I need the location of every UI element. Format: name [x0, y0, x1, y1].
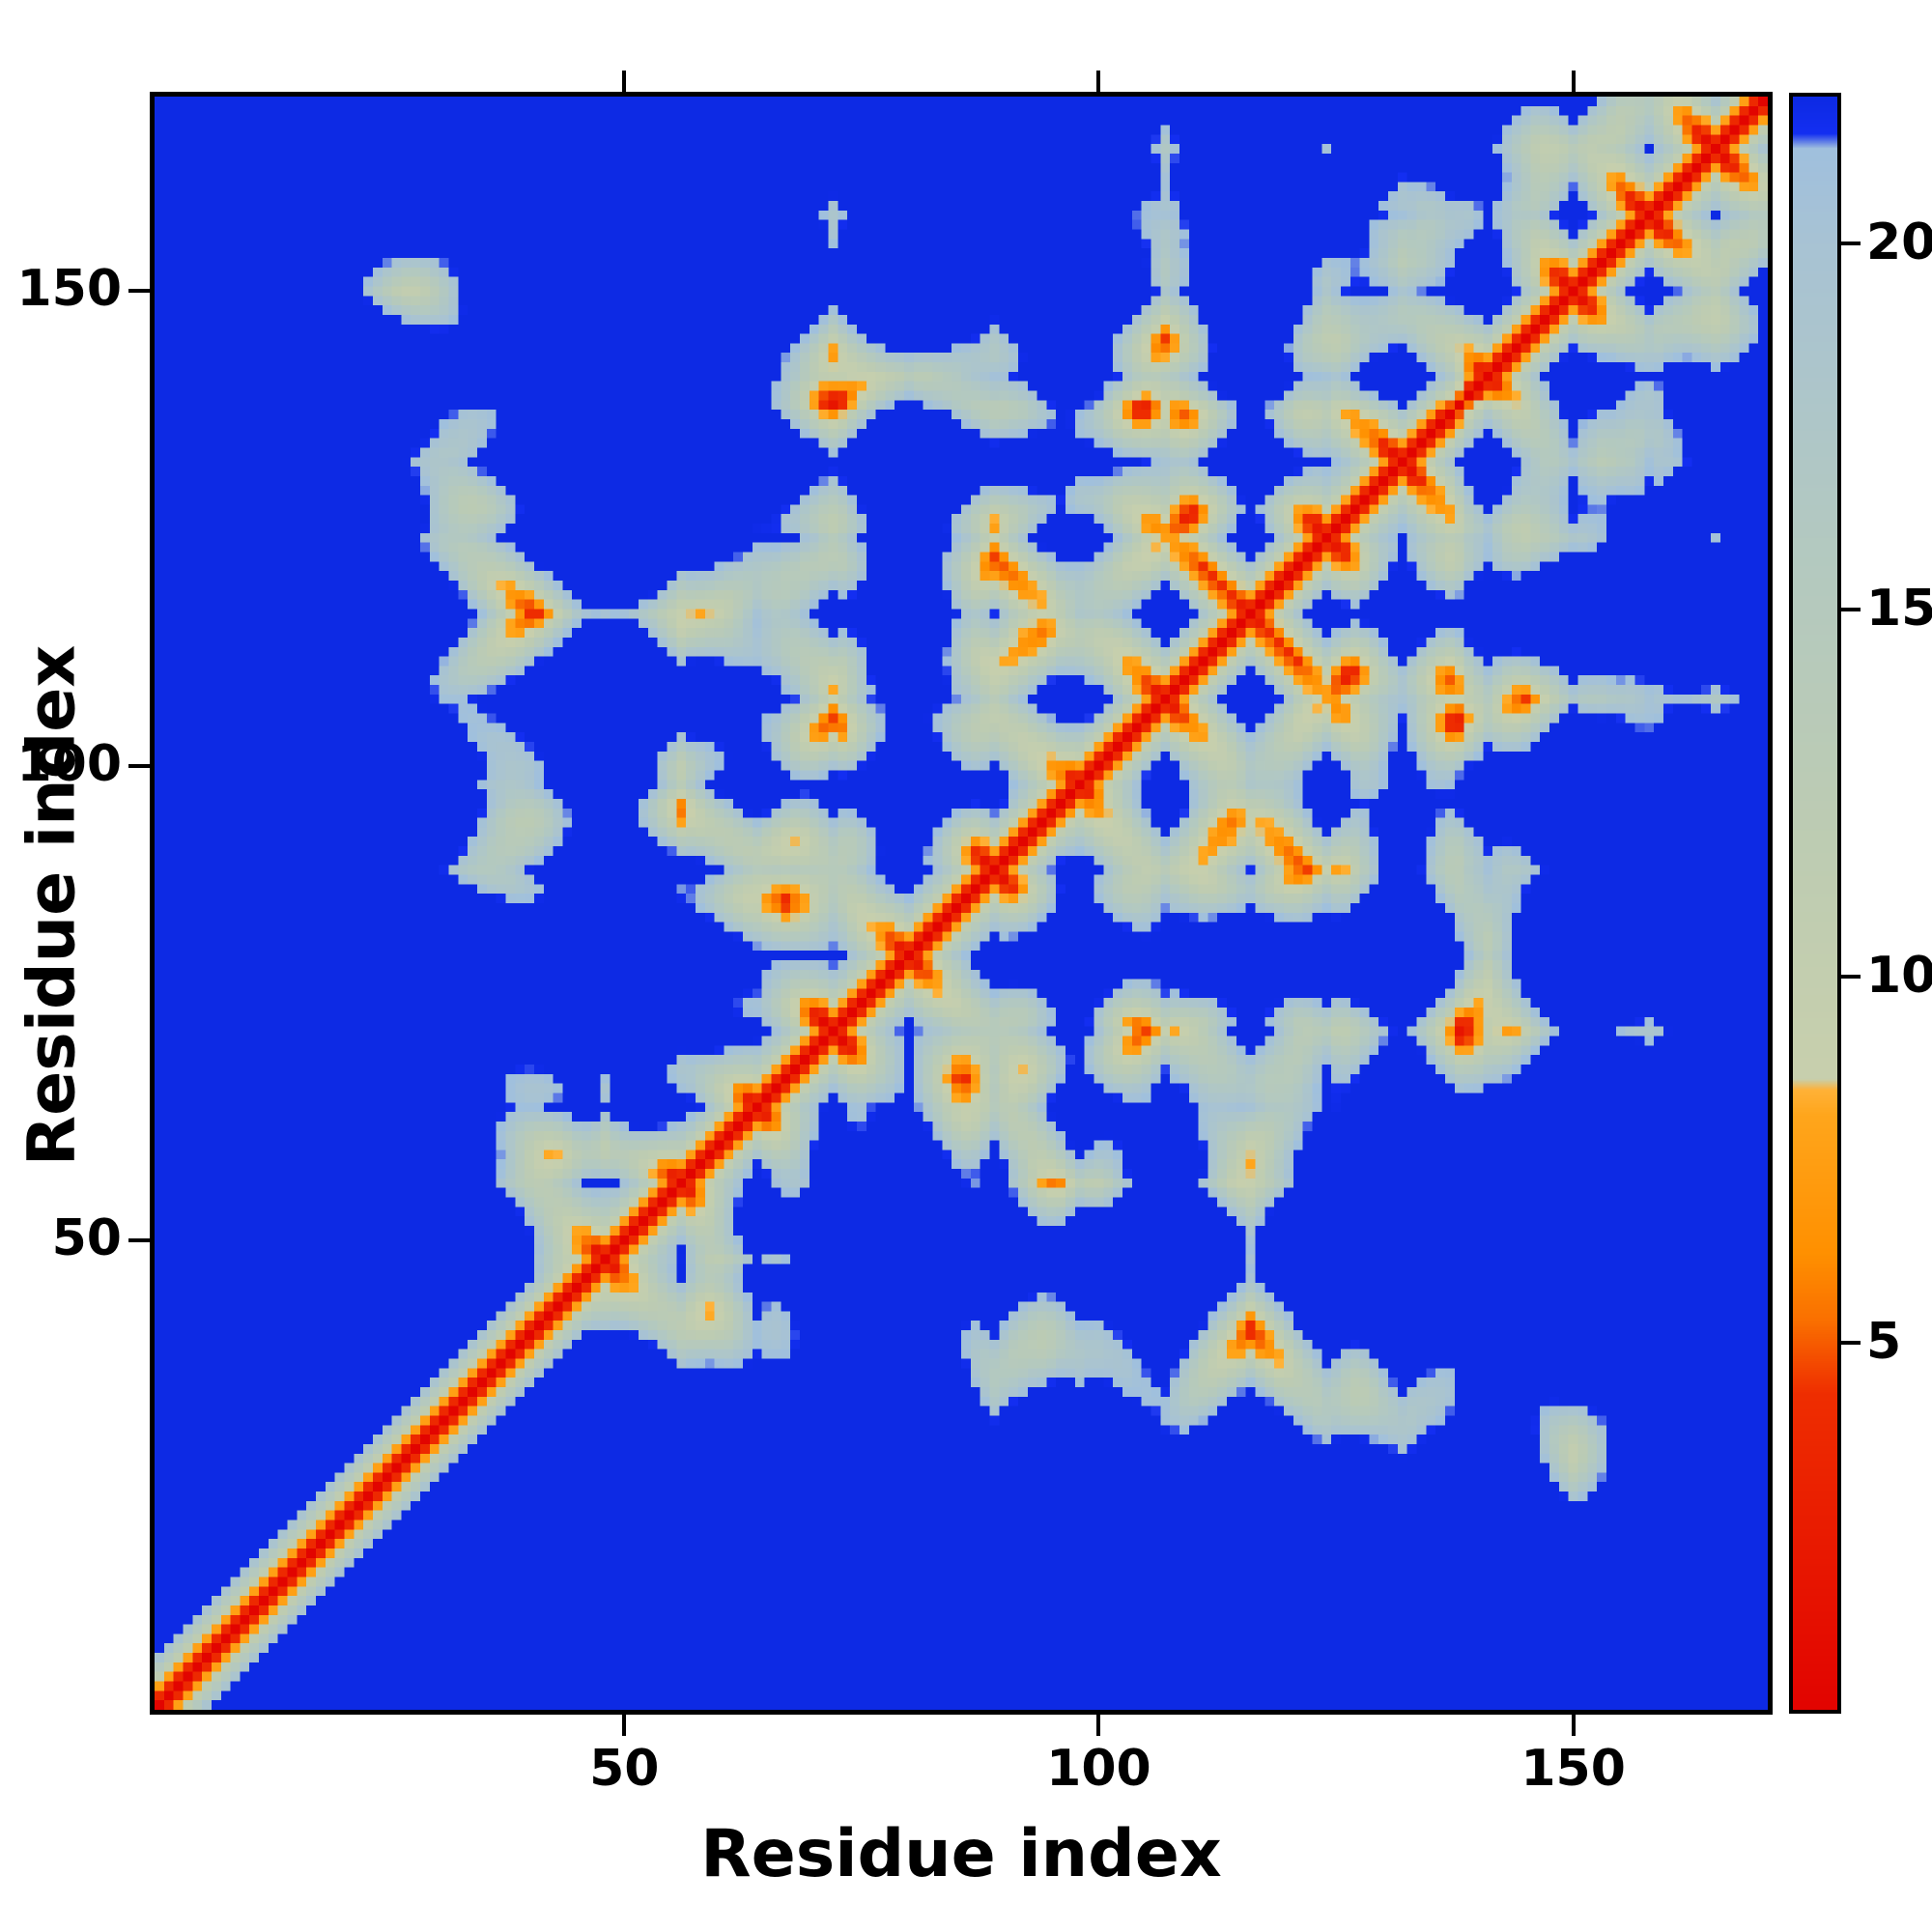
heatmap-plot: [150, 92, 1773, 1715]
colorbar-tick-mark: [1841, 1341, 1861, 1346]
y-tick-label: 100: [16, 734, 122, 793]
x-top-tick-mark: [622, 71, 627, 92]
x-tick-label: 100: [1046, 1740, 1151, 1798]
x-tick-label: 150: [1520, 1740, 1626, 1798]
x-tick-mark: [622, 1715, 627, 1736]
y-tick-mark: [128, 1237, 150, 1242]
colorbar-tick-label: 5: [1866, 1313, 1902, 1372]
x-tick-label: 50: [589, 1740, 660, 1798]
colorbar-tick-label: 15: [1866, 580, 1932, 639]
x-top-tick-mark: [1571, 71, 1576, 92]
y-tick-mark: [128, 763, 150, 768]
colorbar-tick-label: 20: [1866, 213, 1932, 271]
colorbar-tick-mark: [1841, 974, 1861, 979]
y-axis-label: Residue index: [14, 644, 91, 1167]
x-tick-mark: [1571, 1715, 1576, 1736]
y-tick-label: 50: [51, 1208, 122, 1267]
y-tick-label: 150: [16, 260, 122, 319]
y-tick-mark: [128, 289, 150, 294]
colorbar-tick-mark: [1841, 241, 1861, 245]
colorbar-tick-mark: [1841, 608, 1861, 612]
heatmap-canvas: [155, 97, 1768, 1710]
colorbar-tick-label: 10: [1866, 946, 1932, 1005]
colorbar-canvas: [1793, 97, 1837, 1710]
x-tick-mark: [1096, 1715, 1101, 1736]
x-top-tick-mark: [1096, 71, 1101, 92]
x-axis-label: Residue index: [700, 1816, 1222, 1892]
colorbar: [1789, 93, 1841, 1714]
